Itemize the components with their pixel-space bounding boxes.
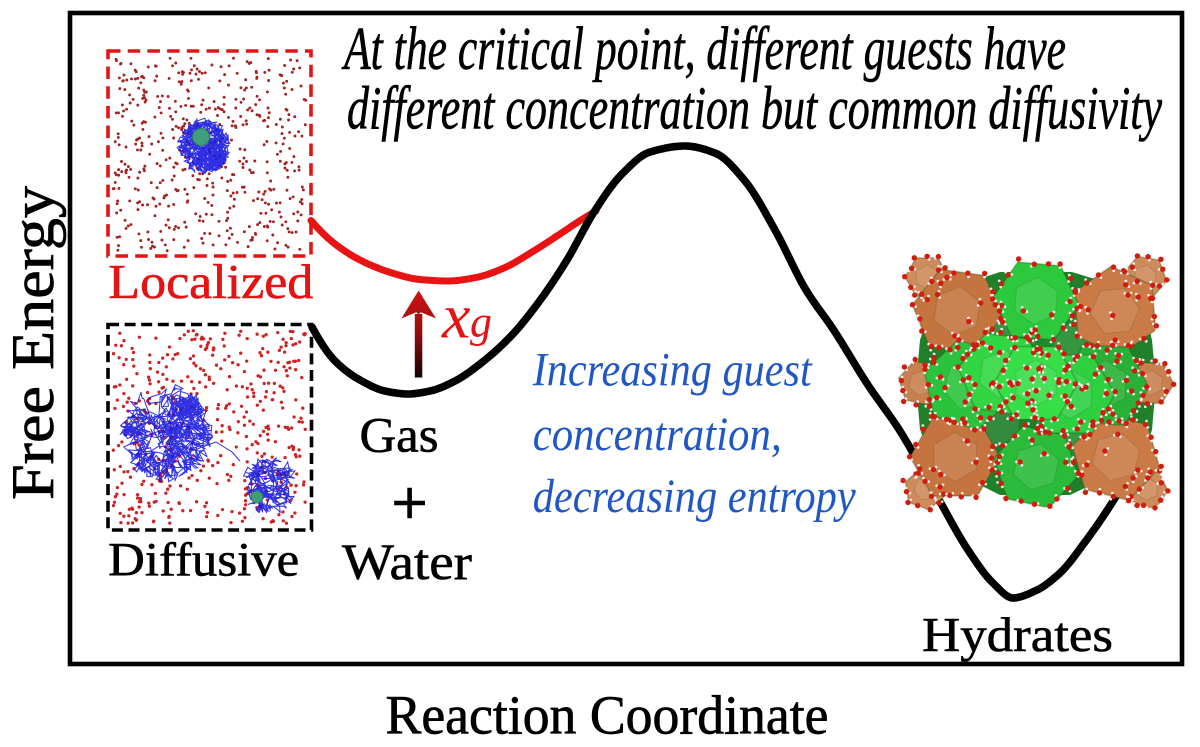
svg-text:Hydrates: Hydrates	[922, 607, 1113, 662]
svg-text:At the critical point, differe: At the critical point, different guests …	[341, 16, 1066, 83]
svg-text:decreasing entropy: decreasing entropy	[533, 470, 857, 523]
svg-text:Free Energy: Free Energy	[0, 186, 66, 500]
svg-text:Localized: Localized	[108, 254, 313, 309]
svg-text:Increasing guest: Increasing guest	[532, 343, 813, 396]
svg-text:x: x	[441, 281, 470, 352]
svg-text:different concentration but co: different concentration but common diffu…	[347, 76, 1163, 143]
svg-text:Reaction Coordinate: Reaction Coordinate	[386, 685, 829, 746]
svg-text:concentration,: concentration,	[533, 408, 782, 461]
svg-text:Water: Water	[342, 535, 472, 591]
svg-text:Gas: Gas	[360, 407, 439, 463]
svg-text:Diffusive: Diffusive	[108, 534, 299, 587]
svg-text:g: g	[470, 298, 492, 347]
